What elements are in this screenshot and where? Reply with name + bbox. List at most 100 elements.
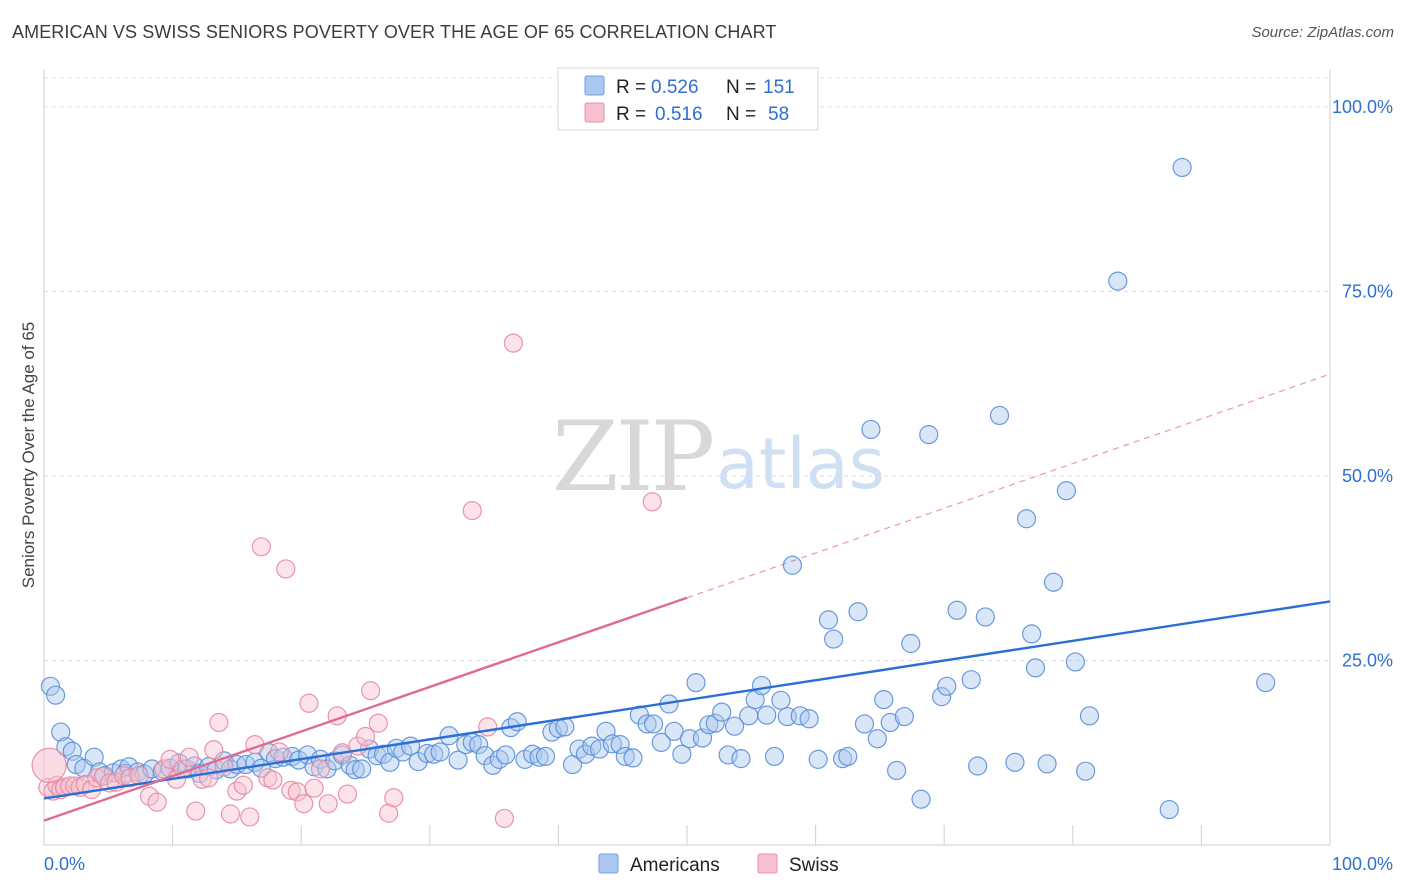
point-americans-97 (718, 745, 738, 765)
point-americans-69 (529, 747, 549, 767)
point-americans-70 (535, 746, 556, 767)
point-americans-2 (51, 722, 71, 742)
axes (43, 70, 1331, 846)
point-americans-96 (712, 702, 732, 722)
point-americans-1 (45, 685, 66, 705)
point-americans-94 (699, 715, 719, 735)
stats-legend-n-label-swiss: N = (726, 104, 756, 125)
point-americans-87 (651, 732, 671, 753)
point-americans-121 (887, 760, 907, 781)
point-swiss-10 (87, 768, 107, 788)
grid-lines (44, 77, 1330, 661)
y-tick-labels: 25.0% 50.0% 75.0% 100.0% (1332, 97, 1393, 671)
point-americans-141 (1076, 761, 1096, 781)
point-americans-125 (919, 425, 939, 445)
point-americans-95 (705, 713, 725, 733)
point-americans-44 (352, 759, 372, 779)
point-americans-48 (380, 752, 400, 772)
series-legend-label-swiss: Swiss (789, 855, 839, 876)
point-americans-92 (686, 673, 706, 693)
point-americans-124 (911, 789, 931, 809)
point-swiss-57 (478, 717, 498, 737)
point-swiss-20 (160, 749, 180, 769)
point-americans-77 (582, 736, 602, 756)
point-americans-57 (448, 750, 468, 770)
point-swiss-24 (186, 801, 206, 821)
point-americans-135 (1022, 624, 1042, 644)
point-americans-110 (808, 749, 828, 769)
point-americans-80 (602, 734, 623, 754)
stats-legend-r-americans: 0.526 (651, 77, 699, 98)
point-americans-118 (867, 729, 887, 749)
point-americans-82 (615, 746, 635, 767)
point-swiss-56 (462, 501, 482, 521)
point-americans-71 (542, 722, 562, 742)
point-americans-130 (968, 756, 988, 776)
point-americans-40 (325, 751, 345, 771)
stats-legend: R = 0.526 N = 151 R = 0.516 N = 58 (557, 67, 819, 131)
point-swiss-35 (251, 537, 271, 557)
point-americans-89 (664, 721, 684, 741)
point-swiss-44 (304, 778, 324, 798)
point-swiss-59 (503, 333, 523, 353)
point-americans-146 (1256, 673, 1276, 693)
point-americans-142 (1079, 706, 1100, 726)
point-swiss-54 (379, 803, 399, 823)
data-points (31, 157, 1276, 829)
series-legend: Americans Swiss (598, 853, 839, 876)
point-americans-55 (430, 742, 450, 762)
point-swiss-55 (384, 788, 404, 808)
point-americans-104 (764, 746, 785, 767)
point-americans-144 (1159, 799, 1179, 820)
watermark: ZIP atlas (552, 401, 885, 513)
point-americans-112 (824, 629, 844, 649)
point-swiss-52 (361, 681, 381, 701)
point-americans-0 (40, 676, 61, 696)
point-americans-143 (1108, 271, 1128, 291)
point-swiss-8 (75, 774, 95, 795)
point-americans-109 (799, 709, 819, 729)
stats-legend-n-americans: 151 (763, 77, 795, 98)
watermark-atlas: atlas (716, 423, 885, 505)
point-americans-60 (469, 735, 489, 755)
trend-line-americans (43, 600, 1331, 800)
trend-lines (43, 373, 1331, 822)
point-americans-137 (1037, 754, 1057, 774)
point-americans-128 (947, 600, 967, 620)
point-swiss-60 (642, 492, 662, 512)
point-swiss-43 (299, 693, 319, 713)
point-americans-139 (1056, 481, 1076, 501)
point-americans-120 (880, 712, 900, 733)
watermark-zip: ZIP (552, 401, 713, 513)
trend-line-extension-swiss (686, 373, 1331, 599)
y-tick-label-100: 100.0% (1332, 97, 1393, 117)
point-swiss-61 (31, 747, 67, 783)
point-swiss-53 (368, 713, 388, 733)
point-americans-83 (623, 748, 643, 768)
series-legend-swatch-swiss (757, 853, 778, 874)
point-americans-107 (782, 555, 803, 575)
chart-title: AMERICAN VS SWISS SENIORS POVERTY OVER T… (12, 22, 777, 42)
y-tick-label-75: 75.0% (1342, 281, 1393, 301)
series-legend-swatch-americans (598, 853, 619, 874)
point-swiss-37 (263, 770, 283, 790)
stats-legend-r-swiss: 0.516 (655, 104, 703, 125)
point-americans-134 (1016, 509, 1037, 529)
point-americans-61 (475, 746, 495, 766)
stats-legend-r-label-americans: R = (616, 77, 646, 98)
point-americans-123 (901, 633, 921, 654)
point-swiss-32 (233, 775, 253, 795)
point-americans-102 (751, 675, 772, 696)
point-americans-43 (345, 760, 365, 780)
point-americans-131 (975, 607, 995, 627)
point-swiss-45 (310, 759, 331, 779)
point-americans-100 (739, 706, 759, 726)
point-swiss-17 (139, 786, 160, 806)
stats-legend-n-label-americans: N = (726, 77, 756, 98)
point-americans-126 (932, 687, 952, 707)
point-swiss-51 (355, 726, 376, 747)
point-americans-140 (1065, 652, 1085, 672)
y-tick-label-25: 25.0% (1342, 650, 1393, 670)
point-swiss-33 (240, 807, 260, 827)
